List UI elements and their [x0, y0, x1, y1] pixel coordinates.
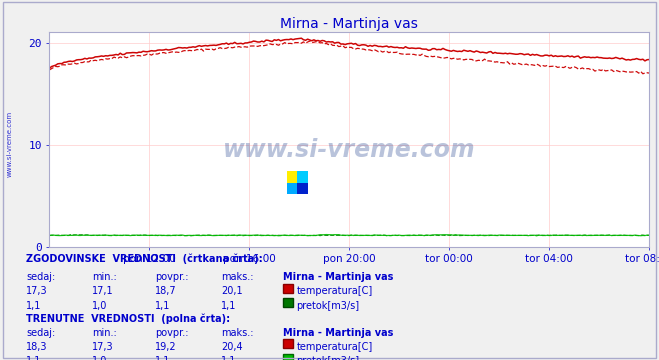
Text: temperatura[C]: temperatura[C] [297, 286, 373, 296]
Text: 20,1: 20,1 [221, 286, 243, 296]
Text: pretok[m3/s]: pretok[m3/s] [297, 301, 360, 311]
Text: sedaj:: sedaj: [26, 328, 55, 338]
Text: ZGODOVINSKE  VREDNOSTI  (črtkana črta):: ZGODOVINSKE VREDNOSTI (črtkana črta): [26, 254, 263, 264]
Text: Mirna - Martinja vas: Mirna - Martinja vas [283, 328, 393, 338]
Text: 1,1: 1,1 [155, 356, 170, 360]
Text: maks.:: maks.: [221, 272, 253, 282]
Text: povpr.:: povpr.: [155, 272, 188, 282]
Text: 1,1: 1,1 [26, 301, 42, 311]
Text: TRENUTNE  VREDNOSTI  (polna črta):: TRENUTNE VREDNOSTI (polna črta): [26, 313, 231, 324]
Text: 18,3: 18,3 [26, 342, 48, 352]
Text: 1,1: 1,1 [221, 301, 236, 311]
Text: 1,1: 1,1 [155, 301, 170, 311]
Bar [287, 171, 297, 183]
Text: www.si-vreme.com: www.si-vreme.com [7, 111, 13, 177]
Text: maks.:: maks.: [221, 328, 253, 338]
Text: 20,4: 20,4 [221, 342, 243, 352]
Text: pretok[m3/s]: pretok[m3/s] [297, 356, 360, 360]
Text: temperatura[C]: temperatura[C] [297, 342, 373, 352]
Text: Mirna - Martinja vas: Mirna - Martinja vas [283, 272, 393, 282]
Text: 17,3: 17,3 [92, 342, 114, 352]
Text: sedaj:: sedaj: [26, 272, 55, 282]
Text: 1,0: 1,0 [92, 356, 107, 360]
Bar [297, 183, 308, 194]
Text: 1,1: 1,1 [26, 356, 42, 360]
Text: 18,7: 18,7 [155, 286, 177, 296]
Text: povpr.:: povpr.: [155, 328, 188, 338]
Bar [287, 183, 297, 194]
Bar [297, 171, 308, 183]
Text: 17,3: 17,3 [26, 286, 48, 296]
Text: 19,2: 19,2 [155, 342, 177, 352]
Text: www.si-vreme.com: www.si-vreme.com [223, 138, 476, 162]
Text: 1,1: 1,1 [221, 356, 236, 360]
Text: min.:: min.: [92, 272, 117, 282]
Text: 1,0: 1,0 [92, 301, 107, 311]
Title: Mirna - Martinja vas: Mirna - Martinja vas [280, 17, 418, 31]
Text: min.:: min.: [92, 328, 117, 338]
Text: 17,1: 17,1 [92, 286, 114, 296]
